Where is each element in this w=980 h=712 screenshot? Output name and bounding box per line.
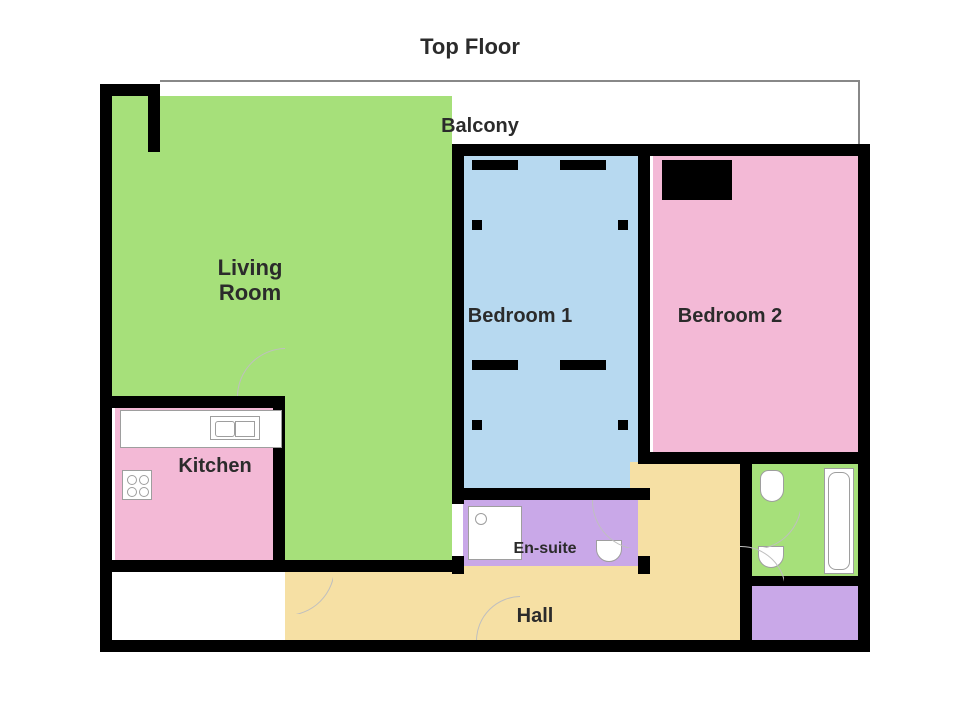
door-arc [752,500,800,548]
label-living: Living Room [170,255,330,306]
door-arc [740,546,784,590]
room-living [285,396,452,566]
wall [452,144,870,156]
wall [638,452,870,464]
wardrobe-wall [472,360,518,370]
wall [638,556,650,574]
fixture-wc [760,470,784,502]
wall [100,640,870,652]
hob-ring [127,487,137,497]
door-swing [752,500,800,548]
label-kitchen: Kitchen [135,455,295,478]
room-store [752,586,858,646]
door-swing [740,546,784,590]
shower-drain [475,513,487,525]
balcony-rail [160,80,860,82]
label-hall: Hall [455,605,615,628]
wardrobe-wall [472,220,482,230]
label-bedroom2: Bedroom 2 [650,305,810,328]
balcony-rail [858,80,860,150]
sink-drainer [235,421,255,437]
wardrobe-wall [472,160,518,170]
wardrobe-wall [560,360,606,370]
bath-inner [828,472,850,570]
wall [452,556,464,574]
plan-title: Top Floor [350,34,590,59]
label-ensuite: En-suite [465,540,625,558]
fixture-bath [824,468,854,574]
wall [452,488,650,500]
wall [100,560,112,652]
wardrobe-wall [662,160,732,200]
door-arc [285,566,333,614]
door-swing [285,566,333,614]
fixture-sink [210,416,260,440]
label-balcony: Balcony [400,115,560,138]
door-arc [237,348,285,396]
hob-ring [139,487,149,497]
door-swing [237,348,285,396]
wall [638,144,650,462]
wall [148,84,160,152]
wardrobe-wall [472,420,482,430]
label-bedroom1: Bedroom 1 [440,305,600,328]
wall [100,84,112,572]
wardrobe-wall [560,160,606,170]
wardrobe-wall [618,220,628,230]
sink-bowl [215,421,235,437]
wall [112,396,285,408]
wardrobe-wall [618,420,628,430]
